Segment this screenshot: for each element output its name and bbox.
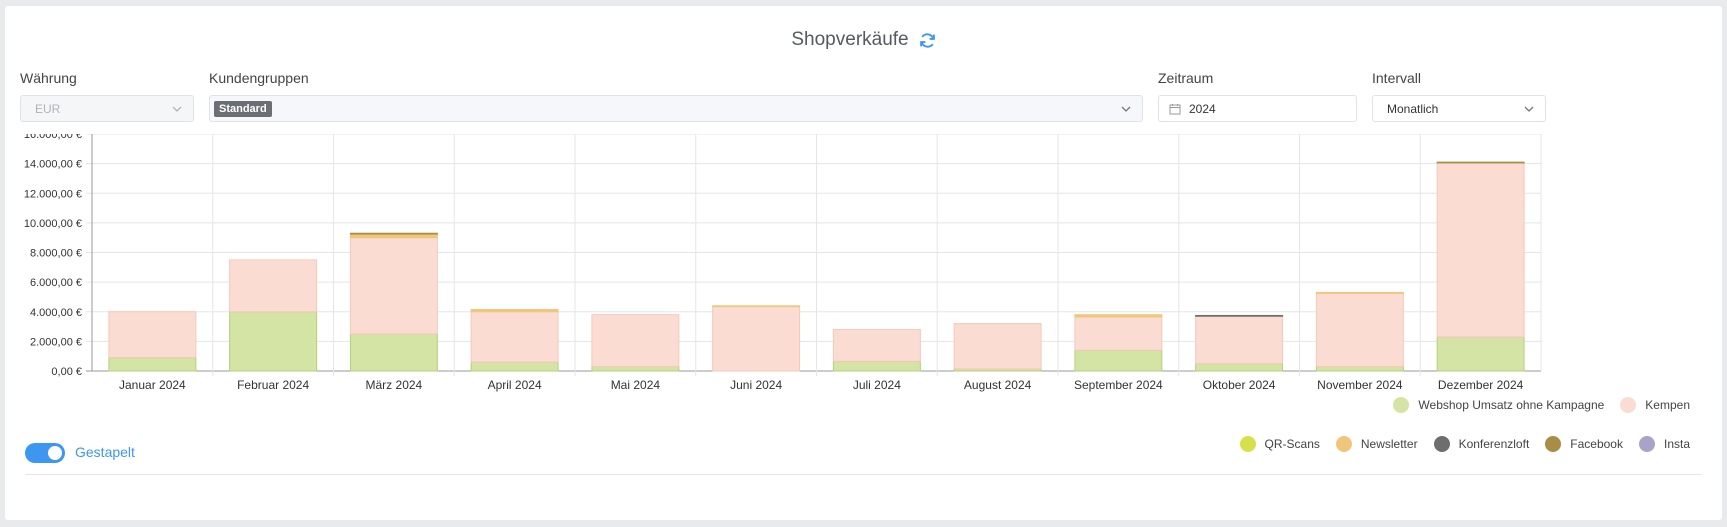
chevron-down-icon bbox=[1524, 106, 1534, 112]
bar-segment-webshop-umsatz-ohne-kampagne bbox=[1074, 349, 1163, 372]
legend-label: Insta bbox=[1663, 437, 1690, 451]
stacked-toggle[interactable] bbox=[25, 443, 65, 463]
bar-segment-webshop-umsatz-ohne-kampagne bbox=[470, 361, 559, 372]
legend-label: Kempen bbox=[1645, 398, 1690, 412]
legend-color-dot bbox=[1620, 397, 1637, 413]
bar-segment-kempen bbox=[1436, 162, 1525, 338]
bar-segment-kempen bbox=[1315, 292, 1404, 368]
bar-segment-kempen bbox=[712, 306, 801, 372]
bar-segment-kempen bbox=[953, 323, 1042, 370]
bar-segment-webshop-umsatz-ohne-kampagne bbox=[1195, 363, 1284, 372]
x-tick-label: Juni 2024 bbox=[730, 378, 782, 392]
sales-card: Shopverkäufe Währung EUR Kundengruppen S… bbox=[5, 6, 1722, 520]
x-tick-label: Juli 2024 bbox=[853, 378, 901, 392]
chevron-down-icon bbox=[1121, 106, 1131, 112]
bar-segment-facebook bbox=[1436, 161, 1525, 164]
stacked-toggle-label[interactable]: Gestapelt bbox=[75, 444, 135, 460]
legend-item-qr-scans[interactable]: QR-Scans bbox=[1239, 436, 1320, 452]
legend-color-dot bbox=[1638, 436, 1655, 452]
legend-item-insta[interactable]: Insta bbox=[1638, 436, 1690, 452]
bar-segment-webshop-umsatz-ohne-kampagne bbox=[591, 366, 680, 372]
title-row: Shopverkäufe bbox=[5, 26, 1722, 54]
legend-label: Facebook bbox=[1570, 437, 1623, 451]
legend-item-kempen[interactable]: Kempen bbox=[1620, 397, 1690, 413]
stacked-bar-chart: 0,00 € 2.000,00 € 4.000,00 € 6.000,00 € 8.00… bbox=[24, 134, 1542, 392]
x-tick-label: September 2024 bbox=[1074, 378, 1163, 392]
bar-segment-konferenzloft bbox=[1195, 314, 1284, 317]
legend-color-dot bbox=[1335, 436, 1352, 452]
divider bbox=[25, 474, 1702, 475]
bar-segment-kempen bbox=[108, 311, 197, 359]
bar-segment-webshop-umsatz-ohne-kampagne bbox=[229, 311, 318, 372]
bar-segment-facebook bbox=[349, 232, 438, 235]
legend-color-dot bbox=[1545, 436, 1562, 452]
legend-color-dot bbox=[1433, 436, 1450, 452]
bar-segment-webshop-umsatz-ohne-kampagne bbox=[349, 333, 438, 372]
customer-groups-select[interactable]: Standard bbox=[209, 95, 1143, 122]
y-tick-label: 6.000,00 € bbox=[30, 277, 82, 289]
calendar-icon bbox=[1169, 103, 1181, 114]
period-value: 2024 bbox=[1189, 101, 1216, 116]
page-title: Shopverkäufe bbox=[791, 29, 909, 50]
bar-segment-kempen bbox=[229, 259, 318, 313]
toggle-knob bbox=[48, 446, 62, 460]
y-tick-label: 8.000,00 € bbox=[30, 248, 82, 260]
x-tick-label: August 2024 bbox=[964, 378, 1032, 392]
y-tick-label: 14.000,00 € bbox=[24, 159, 82, 171]
period-input[interactable]: 2024 bbox=[1158, 95, 1357, 122]
legend-label: QR-Scans bbox=[1264, 437, 1320, 451]
currency-value: EUR bbox=[35, 101, 61, 116]
legend-item-webshop-umsatz-ohne-kampagne[interactable]: Webshop Umsatz ohne Kampagne bbox=[1393, 397, 1604, 413]
bar-segment-kempen bbox=[832, 329, 921, 362]
y-tick-label: 0,00 € bbox=[51, 366, 82, 378]
period-label: Zeitraum bbox=[1158, 70, 1214, 86]
x-tick-label: November 2024 bbox=[1317, 378, 1403, 392]
legend-label: Newsletter bbox=[1360, 437, 1418, 451]
legend-item-newsletter[interactable]: Newsletter bbox=[1335, 436, 1418, 452]
y-tick-label: 16.000,00 € bbox=[24, 134, 82, 141]
legend-color-dot bbox=[1239, 436, 1256, 452]
customer-group-tag[interactable]: Standard bbox=[214, 100, 272, 117]
bar-segment-kempen bbox=[349, 237, 438, 335]
x-tick-label: Dezember 2024 bbox=[1438, 378, 1524, 392]
bar-segment-kempen bbox=[470, 311, 559, 363]
legend-item-konferenzloft[interactable]: Konferenzloft bbox=[1433, 436, 1530, 452]
bar-segment-kempen bbox=[1074, 316, 1163, 351]
legend-label: Konferenzloft bbox=[1458, 437, 1530, 451]
x-tick-label: Oktober 2024 bbox=[1203, 378, 1276, 392]
legend-row-main: Webshop Umsatz ohne Kampagne Kempen bbox=[1393, 397, 1690, 413]
x-tick-label: April 2024 bbox=[488, 378, 542, 392]
bar-segment-kempen bbox=[1195, 315, 1284, 365]
legend-row-campaigns: QR-Scans Newsletter Konferenzloft Facebook I… bbox=[1239, 436, 1690, 452]
y-tick-label: 12.000,00 € bbox=[24, 188, 82, 200]
legend-item-facebook[interactable]: Facebook bbox=[1545, 436, 1623, 452]
y-tick-label: 4.000,00 € bbox=[30, 307, 82, 319]
x-tick-label: März 2024 bbox=[366, 378, 423, 392]
chevron-down-icon bbox=[172, 106, 182, 112]
y-tick-label: 10.000,00 € bbox=[24, 218, 82, 230]
interval-select[interactable]: Monatlich bbox=[1372, 95, 1546, 122]
interval-label: Intervall bbox=[1372, 70, 1422, 86]
bar-segment-newsletter bbox=[1074, 314, 1163, 318]
y-tick-label: 2.000,00 € bbox=[30, 336, 82, 348]
x-tick-label: Februar 2024 bbox=[237, 378, 309, 392]
legend-color-dot bbox=[1393, 397, 1410, 413]
bar-segment-kempen bbox=[591, 314, 680, 368]
bar-segment-webshop-umsatz-ohne-kampagne bbox=[1436, 336, 1525, 372]
bar-segment-webshop-umsatz-ohne-kampagne bbox=[1315, 366, 1404, 372]
interval-value: Monatlich bbox=[1387, 101, 1439, 116]
currency-label: Währung bbox=[20, 70, 77, 86]
bar-segment-newsletter bbox=[470, 309, 559, 313]
customer-groups-label: Kundengruppen bbox=[209, 70, 309, 86]
bar-segment-webshop-umsatz-ohne-kampagne bbox=[108, 357, 197, 372]
x-tick-label: Januar 2024 bbox=[119, 378, 186, 392]
legend-label: Webshop Umsatz ohne Kampagne bbox=[1418, 398, 1605, 412]
refresh-icon[interactable] bbox=[919, 32, 936, 49]
x-tick-label: Mai 2024 bbox=[611, 378, 661, 392]
currency-select[interactable]: EUR bbox=[20, 95, 194, 122]
bar-segment-newsletter bbox=[1315, 291, 1404, 294]
bar-segment-webshop-umsatz-ohne-kampagne bbox=[832, 360, 921, 372]
bar-segment-newsletter bbox=[712, 305, 801, 308]
